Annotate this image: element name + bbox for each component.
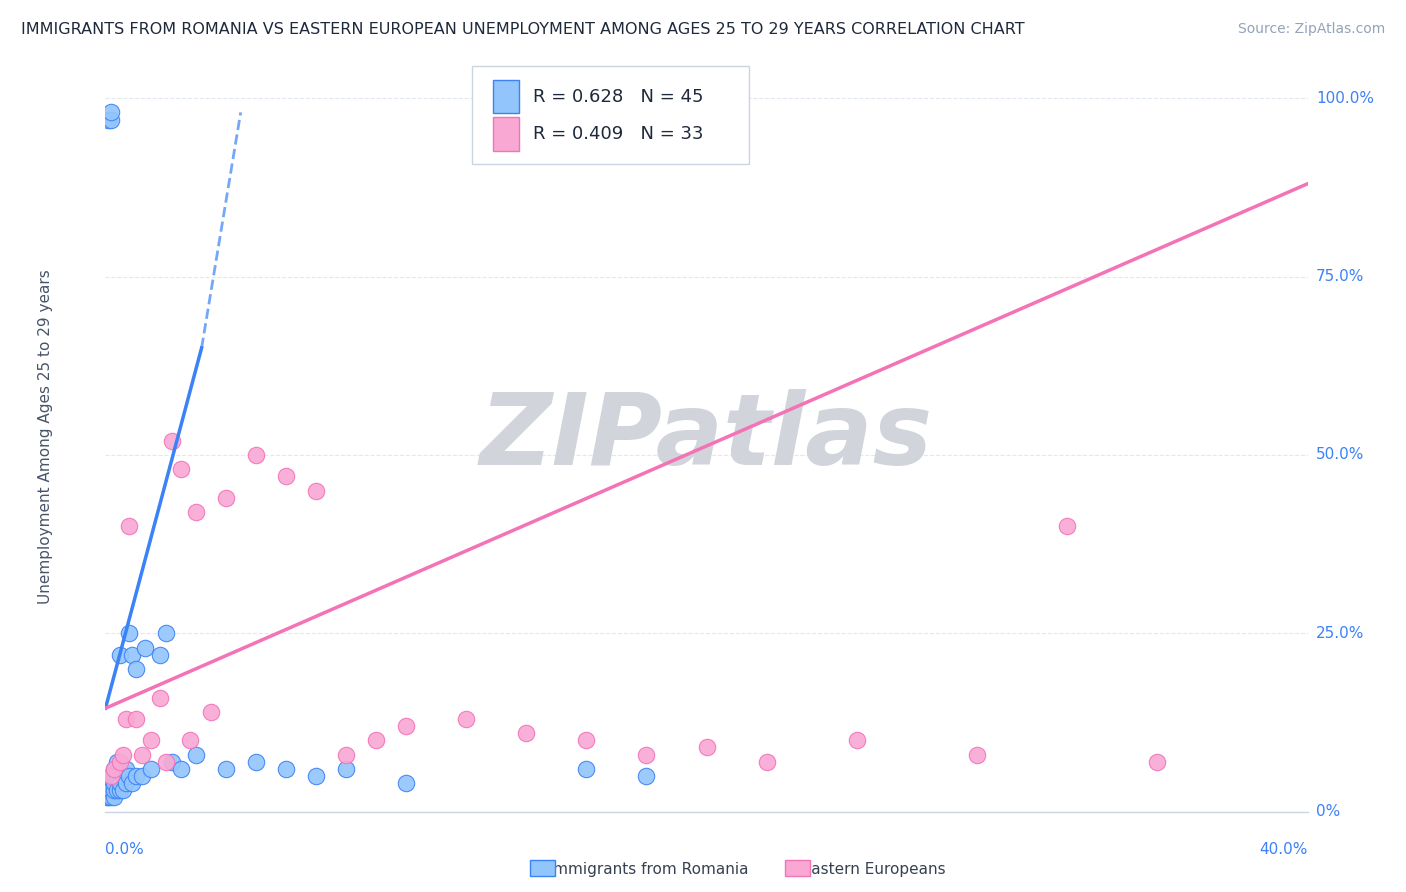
Text: R = 0.409   N = 33: R = 0.409 N = 33 xyxy=(533,125,704,143)
Point xyxy=(112,783,135,797)
Point xyxy=(124,712,146,726)
Point xyxy=(966,747,988,762)
Point xyxy=(100,112,122,127)
Point xyxy=(696,740,718,755)
Point xyxy=(845,733,868,747)
Point xyxy=(103,762,125,776)
Point xyxy=(454,712,477,726)
Point xyxy=(184,505,207,519)
Point xyxy=(169,762,191,776)
Point xyxy=(755,755,778,769)
Point xyxy=(179,733,201,747)
Point xyxy=(131,769,153,783)
Text: 0%: 0% xyxy=(1316,805,1340,819)
Point xyxy=(103,783,125,797)
Point xyxy=(1146,755,1168,769)
Point xyxy=(110,755,132,769)
Point xyxy=(575,733,598,747)
Point xyxy=(115,712,138,726)
Point xyxy=(155,626,177,640)
Point xyxy=(97,783,120,797)
Point xyxy=(274,762,297,776)
Point xyxy=(214,762,236,776)
Point xyxy=(121,776,143,790)
Point xyxy=(214,491,236,505)
Point xyxy=(115,762,138,776)
Point xyxy=(107,783,129,797)
Text: Eastern Europeans: Eastern Europeans xyxy=(787,863,946,877)
Point xyxy=(575,762,598,776)
Point xyxy=(100,105,122,120)
Point xyxy=(160,755,183,769)
Point xyxy=(107,755,129,769)
Point xyxy=(200,705,222,719)
Point xyxy=(155,755,177,769)
Point xyxy=(184,747,207,762)
FancyBboxPatch shape xyxy=(492,79,519,113)
Point xyxy=(100,790,122,805)
Point xyxy=(103,790,125,805)
Point xyxy=(335,747,357,762)
Text: 50.0%: 50.0% xyxy=(1316,448,1364,462)
Point xyxy=(395,719,418,733)
Point xyxy=(1056,519,1078,533)
Text: Immigrants from Romania: Immigrants from Romania xyxy=(534,863,749,877)
Point xyxy=(97,790,120,805)
Point xyxy=(110,776,132,790)
Point xyxy=(96,790,118,805)
Point xyxy=(364,733,387,747)
Point xyxy=(515,726,537,740)
Point xyxy=(160,434,183,448)
Point xyxy=(103,776,125,790)
Text: 75.0%: 75.0% xyxy=(1316,269,1364,284)
Point xyxy=(107,769,129,783)
Point xyxy=(305,483,328,498)
Point xyxy=(139,733,162,747)
Point xyxy=(148,690,170,705)
Point xyxy=(134,640,156,655)
FancyBboxPatch shape xyxy=(472,66,748,163)
Point xyxy=(245,755,267,769)
Point xyxy=(103,762,125,776)
Point xyxy=(115,776,138,790)
Text: 100.0%: 100.0% xyxy=(1316,91,1374,105)
Point xyxy=(118,769,141,783)
Point xyxy=(131,747,153,762)
Point xyxy=(110,783,132,797)
Text: R = 0.628   N = 45: R = 0.628 N = 45 xyxy=(533,87,704,105)
Text: 40.0%: 40.0% xyxy=(1260,842,1308,857)
Point xyxy=(121,648,143,662)
Point xyxy=(100,769,122,783)
Point xyxy=(112,747,135,762)
Point xyxy=(395,776,418,790)
Point xyxy=(112,769,135,783)
Point xyxy=(139,762,162,776)
Text: Source: ZipAtlas.com: Source: ZipAtlas.com xyxy=(1237,22,1385,37)
Point xyxy=(148,648,170,662)
Point xyxy=(97,112,120,127)
Point xyxy=(124,662,146,676)
Point xyxy=(103,769,125,783)
Text: 25.0%: 25.0% xyxy=(1316,626,1364,640)
Point xyxy=(124,769,146,783)
Point xyxy=(169,462,191,476)
Point xyxy=(305,769,328,783)
Point xyxy=(245,448,267,462)
FancyBboxPatch shape xyxy=(492,117,519,151)
Point xyxy=(636,769,658,783)
Point xyxy=(100,783,122,797)
Text: Unemployment Among Ages 25 to 29 years: Unemployment Among Ages 25 to 29 years xyxy=(38,269,53,605)
Point xyxy=(118,519,141,533)
Text: ZIPatlas: ZIPatlas xyxy=(479,389,934,485)
Point xyxy=(118,626,141,640)
Point xyxy=(335,762,357,776)
Text: 0.0%: 0.0% xyxy=(105,842,145,857)
Point xyxy=(110,648,132,662)
Text: IMMIGRANTS FROM ROMANIA VS EASTERN EUROPEAN UNEMPLOYMENT AMONG AGES 25 TO 29 YEA: IMMIGRANTS FROM ROMANIA VS EASTERN EUROP… xyxy=(21,22,1025,37)
Point xyxy=(636,747,658,762)
Point xyxy=(274,469,297,483)
